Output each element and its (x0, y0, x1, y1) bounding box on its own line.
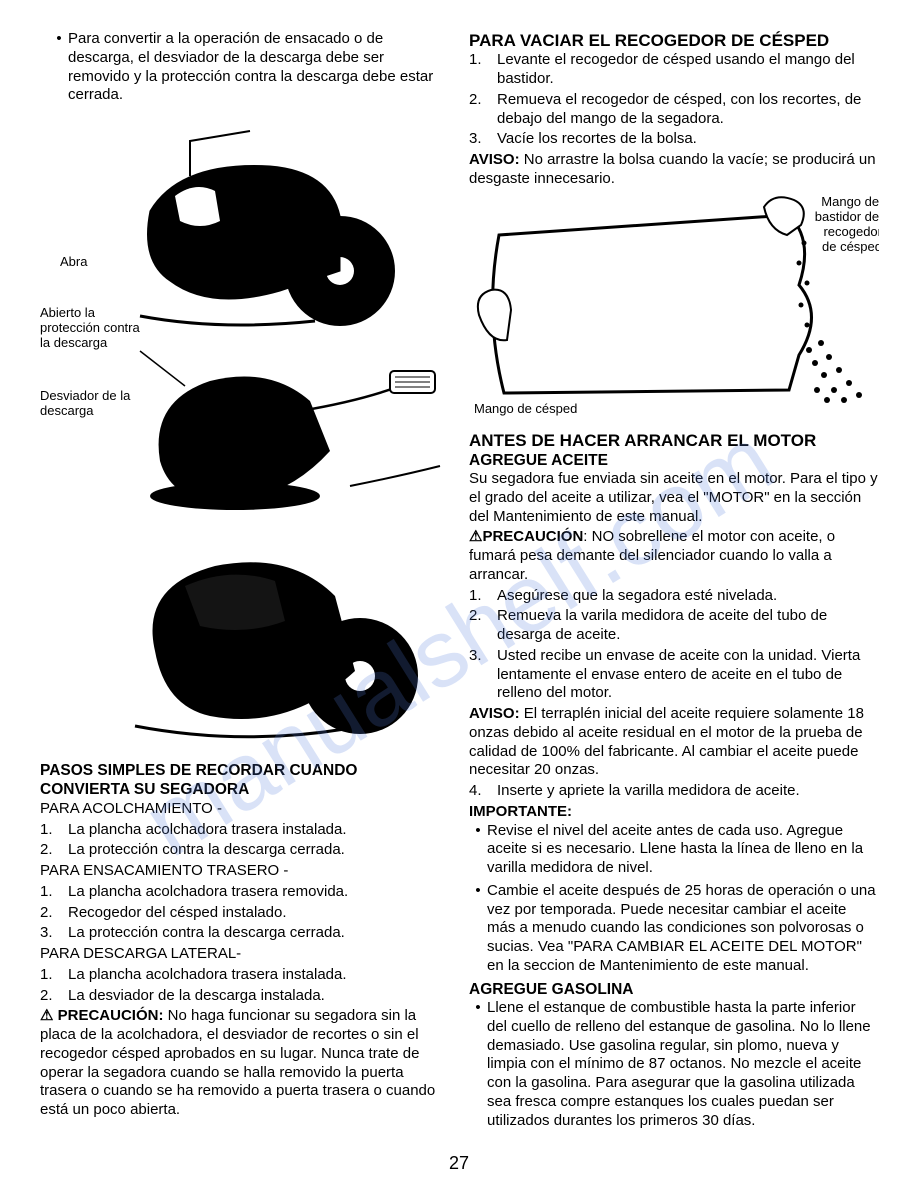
bullet-item: •Revise el nivel del aceite antes de cad… (469, 822, 878, 878)
paragraph: Su segadora fue enviada sin aceite en el… (469, 470, 878, 526)
illustration-top (140, 131, 395, 326)
precaucion-label: PRECAUCIÓN: (58, 1007, 164, 1024)
list-item: 1.La plancha acolchadora trasera instala… (40, 966, 449, 985)
precaucion-block: ⚠PRECAUCIÓN: NO sobrellene el motor con … (469, 528, 878, 584)
list-item: 4.Inserte y apriete la varilla medidora … (469, 782, 878, 801)
illustration-bottom (135, 562, 418, 737)
precaucion-block: ⚠ PRECAUCIÓN: No haga funcionar su segad… (40, 1007, 449, 1120)
heading-gasolina: AGREGUE GASOLINA (469, 980, 878, 999)
illustration-middle (140, 351, 440, 510)
page-number: 27 (449, 1152, 469, 1175)
right-column: PARA VACIAR EL RECOGEDOR DE CÉSPED 1.Lev… (469, 30, 878, 1134)
bullet-item: •Cambie el aceite después de 25 horas de… (469, 882, 878, 976)
figure-label: Abierto la protección contra la descarga (40, 306, 140, 351)
subheading-lateral: PARA DESCARGA LATERAL- (40, 945, 449, 964)
page-columns: • Para convertir a la operación de ensac… (40, 30, 878, 1134)
subheading-acolchamiento: PARA ACOLCHAMIENTO - (40, 800, 449, 819)
aviso-label: AVISO: (469, 151, 520, 168)
list-item: 2.La desviador de la descarga instalada. (40, 987, 449, 1006)
aviso-block: AVISO: No arrastre la bolsa cuando la va… (469, 151, 878, 189)
left-column: • Para convertir a la operación de ensac… (40, 30, 449, 1134)
list-item: 2.Remueva la varila medidora de aceite d… (469, 607, 878, 645)
importante-label: IMPORTANTE: (469, 803, 878, 822)
list-item: 3.La protección contra la descarga cerra… (40, 924, 449, 943)
subheading-ensacamiento: PARA ENSACAMIENTO TRASERO - (40, 862, 449, 881)
heading-agregue-aceite: AGREGUE ACEITE (469, 451, 878, 470)
aviso-text: El terraplén inicial del aceite requiere… (469, 705, 864, 778)
heading-pasos: PASOS SIMPLES DE RECORDAR CUANDO CONVIER… (40, 761, 449, 800)
list-item: 2.Remueva el recogedor de césped, con lo… (469, 91, 878, 129)
warning-icon: ⚠ (40, 1007, 53, 1024)
bullet-mark: • (50, 30, 68, 105)
figure-label: Mango de césped (474, 401, 577, 416)
list-item: 3.Vacíe los recortes de la bolsa. (469, 130, 878, 149)
figure-label: Mango del bastidor del recogedor de césp… (807, 195, 879, 255)
list-item: 2.La protección contra la descarga cerra… (40, 841, 449, 860)
list-item: 2.Recogedor del césped instalado. (40, 904, 449, 923)
bullet-item: • Para convertir a la operación de ensac… (40, 30, 449, 105)
figure-label: Abra (60, 254, 88, 269)
list-item: 1.Levante el recogedor de césped usando … (469, 51, 878, 89)
heading-vaciar: PARA VACIAR EL RECOGEDOR DE CÉSPED (469, 30, 878, 51)
list-item: 1.La plancha acolchadora trasera removid… (40, 883, 449, 902)
aviso-label: AVISO: (469, 705, 520, 722)
list-item: 1.La plancha acolchadora trasera instala… (40, 821, 449, 840)
heading-antes: ANTES DE HACER ARRANCAR EL MOTOR (469, 430, 878, 451)
aviso-block: AVISO: El terraplén inicial del aceite r… (469, 705, 878, 780)
list-item: 1.Asegúrese que la segadora esté nivelad… (469, 587, 878, 606)
precaucion-label: PRECAUCIÓN (482, 528, 583, 545)
aviso-text: No arrastre la bolsa cuando la vacíe; se… (469, 151, 876, 187)
list-item: 3.Usted recibe un envase de aceite con l… (469, 647, 878, 703)
bullet-item: •Llene el estanque de combustible hasta … (469, 999, 878, 1130)
figure-grassbag: Mango del bastidor del recogedor de césp… (469, 195, 878, 420)
warning-icon: ⚠ (469, 528, 482, 545)
figure-label: Desviador de la descarga (40, 389, 155, 419)
bullet-text: Para convertir a la operación de ensacad… (68, 30, 449, 105)
figure-discharge: Abra Abierto la protección contra la des… (40, 111, 449, 751)
